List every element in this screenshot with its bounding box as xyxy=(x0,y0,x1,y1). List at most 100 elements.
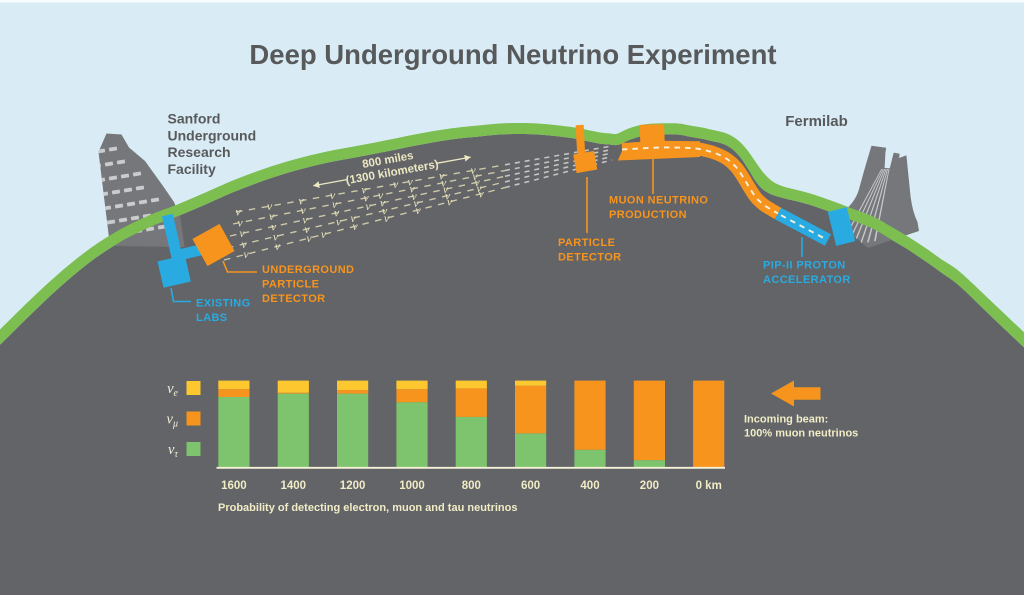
chart-bar xyxy=(396,380,428,467)
distance-arrowhead-icon xyxy=(313,181,320,188)
bar-segment-nu_e xyxy=(218,380,250,390)
building-window xyxy=(106,219,116,225)
underground-particle-detector-label: UNDERGROUND PARTICLE DETECTOR xyxy=(262,264,354,305)
chart-bar xyxy=(277,380,309,467)
building-window xyxy=(138,199,148,205)
far-site-group xyxy=(157,213,235,288)
bar-segment-nu_tau xyxy=(337,393,369,467)
building-window xyxy=(108,175,118,181)
beam-distance-label: 800 miles (1300 kilometers) xyxy=(313,150,471,188)
chart-tick-label: 600 xyxy=(521,480,540,492)
chart-tick-label: 200 xyxy=(640,480,659,492)
neutrino-symbol: ν xyxy=(306,231,312,245)
neutrino-symbol: ν xyxy=(409,182,415,196)
distance-arrowhead-icon xyxy=(464,154,471,162)
building-window xyxy=(108,146,118,152)
surface-green-band xyxy=(0,123,1024,348)
incoming-beam-annotation: Incoming beam: 100% muon neutrinos xyxy=(744,414,858,440)
accelerator-block xyxy=(827,207,856,246)
bar-segment-nu_tau xyxy=(633,460,665,467)
muon-neutrino-production-label: MUON NEUTRINO PRODUCTION xyxy=(609,195,708,222)
building-window xyxy=(123,187,133,193)
neutrino-symbol: ν xyxy=(273,229,279,243)
neutrino-symbol: ν xyxy=(269,209,275,223)
bar-segment-nu_mu xyxy=(633,380,665,461)
chart-caption: Probability of detecting electron, muon … xyxy=(218,502,517,514)
chart-bar xyxy=(455,380,487,467)
bar-segment-nu_mu xyxy=(396,389,428,403)
neutrino-symbol: ν xyxy=(321,227,327,241)
neutrino-symbol: ν xyxy=(447,195,453,209)
neutrino-symbol: ν xyxy=(476,181,482,195)
bar-segment-nu_tau xyxy=(277,393,309,467)
neutrino-symbol: ν xyxy=(441,175,447,189)
bar-segment-nu_e xyxy=(337,380,369,391)
neutrino-symbol: ν xyxy=(332,197,338,211)
chart-tick-label: 0 km xyxy=(696,480,722,492)
beam-centerline-orange xyxy=(621,146,779,215)
fermilab-site-label: Fermilab xyxy=(785,113,848,130)
building-window xyxy=(118,217,128,223)
neutrino-symbol: ν xyxy=(470,163,476,177)
neutrino-symbol: ν xyxy=(271,219,277,233)
bar-segment-nu_mu xyxy=(515,385,547,434)
bar-segment-nu_e xyxy=(515,380,547,386)
neutrino-symbol: ν xyxy=(380,196,386,210)
near-detector-box xyxy=(573,150,598,174)
chart-tick-label: 1200 xyxy=(340,480,366,492)
neutrino-symbol: ν xyxy=(382,203,388,217)
muon-production-box xyxy=(639,124,665,143)
neutrino-symbol: ν xyxy=(413,196,419,210)
bar-segment-nu_e xyxy=(455,380,487,389)
chart-tick-label: 1400 xyxy=(281,480,307,492)
chart-bar xyxy=(633,380,665,467)
legend-label-nu_e: νe xyxy=(167,381,178,399)
neutrino-symbol: ν xyxy=(235,204,241,218)
neutrino-symbol: ν xyxy=(241,237,247,251)
bar-segment-nu_mu xyxy=(337,390,369,394)
particle-detector-label: PARTICLE DETECTOR xyxy=(558,237,622,264)
building-window xyxy=(157,224,167,230)
building-window xyxy=(126,201,136,207)
legend-swatch-nu_e xyxy=(186,381,201,395)
chart-tick-labels: 1600 1400 1200 1000 800 600 400 200 0 km xyxy=(221,480,722,492)
building-window xyxy=(132,171,142,177)
building-window xyxy=(135,185,145,191)
building-window xyxy=(150,197,160,203)
neutrino-symbol: ν xyxy=(472,169,478,183)
building-window xyxy=(116,159,126,165)
bar-segment-nu_tau xyxy=(515,433,547,467)
neutrino-symbol: ν xyxy=(350,211,356,225)
underground-detector-box xyxy=(192,223,235,267)
chart-tick-label: 800 xyxy=(462,480,481,492)
near-detector-stem xyxy=(575,124,586,155)
neutrino-symbol: ν xyxy=(393,177,399,191)
earth-underground xyxy=(0,134,1024,595)
page-title: Deep Underground Neutrino Experiment xyxy=(249,39,776,70)
wilson-hall-silhouette xyxy=(833,145,919,248)
sanford-site-label: Sanford Underground Research Facility xyxy=(168,111,257,177)
existing-labs-hall xyxy=(157,255,191,288)
bar-segment-nu_mu xyxy=(574,380,606,450)
pip-ii-proton-accelerator-label: PIP-II PROTON ACCELERATOR xyxy=(763,260,851,287)
building-window xyxy=(111,189,121,195)
bar-segment-nu_e xyxy=(396,380,428,390)
neutrino-symbol: ν xyxy=(365,199,371,213)
underground-detector-connector xyxy=(222,260,257,273)
neutrino-symbol: ν xyxy=(275,239,281,253)
neutrino-dash-line xyxy=(223,186,506,261)
chart-legend: νe νμ ντ xyxy=(167,381,201,460)
neutrino-symbol: ν xyxy=(415,203,421,217)
accelerator-centerline-blue xyxy=(780,214,825,240)
beamline-group xyxy=(573,124,856,246)
chart-tick-label: 1600 xyxy=(221,480,247,492)
neutrino-symbol: ν xyxy=(298,193,304,207)
chart-bar xyxy=(515,380,547,467)
incoming-beam-arrow-icon xyxy=(771,380,821,407)
neutrino-symbol: ν xyxy=(384,211,390,225)
neutrino-symbol: ν xyxy=(439,169,445,183)
bar-segment-nu_mu xyxy=(277,392,309,394)
neutrino-symbol: ν xyxy=(267,199,273,213)
